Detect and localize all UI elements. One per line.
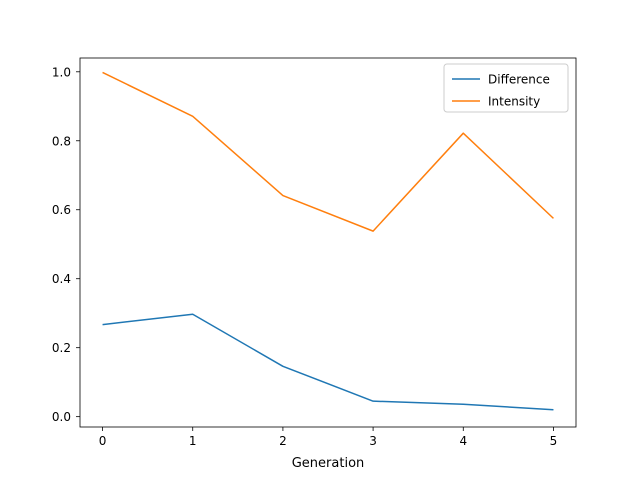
y-tick-label: 0.6 <box>52 203 71 217</box>
y-tick-label: 0.0 <box>52 410 71 424</box>
x-tick-label: 5 <box>550 434 558 448</box>
legend-box <box>443 63 569 113</box>
y-tick-label: 0.8 <box>52 134 71 148</box>
y-tick-label: 0.2 <box>52 341 71 355</box>
axes-layer: 0 1 2 3 4 5 0.0 0.2 0.4 0.6 0.8 1.0 <box>52 57 577 448</box>
x-tick-label: 0 <box>99 434 107 448</box>
x-tick-label: 4 <box>459 434 467 448</box>
plot-frame <box>79 57 577 428</box>
x-tick-label: 3 <box>369 434 377 448</box>
legend-label-intensity: Intensity <box>488 95 540 109</box>
series-layer <box>102 71 554 411</box>
x-axis-label: Generation <box>292 456 365 471</box>
series-line-difference <box>102 313 554 411</box>
y-tick-label: 1.0 <box>52 65 71 79</box>
legend-label-difference: Difference <box>488 73 550 87</box>
series-line-intensity <box>102 71 554 232</box>
legend: Difference Intensity <box>443 63 569 113</box>
x-tick-label: 1 <box>189 434 197 448</box>
y-tick-label: 0.4 <box>52 272 71 286</box>
x-tick-label: 2 <box>279 434 287 448</box>
